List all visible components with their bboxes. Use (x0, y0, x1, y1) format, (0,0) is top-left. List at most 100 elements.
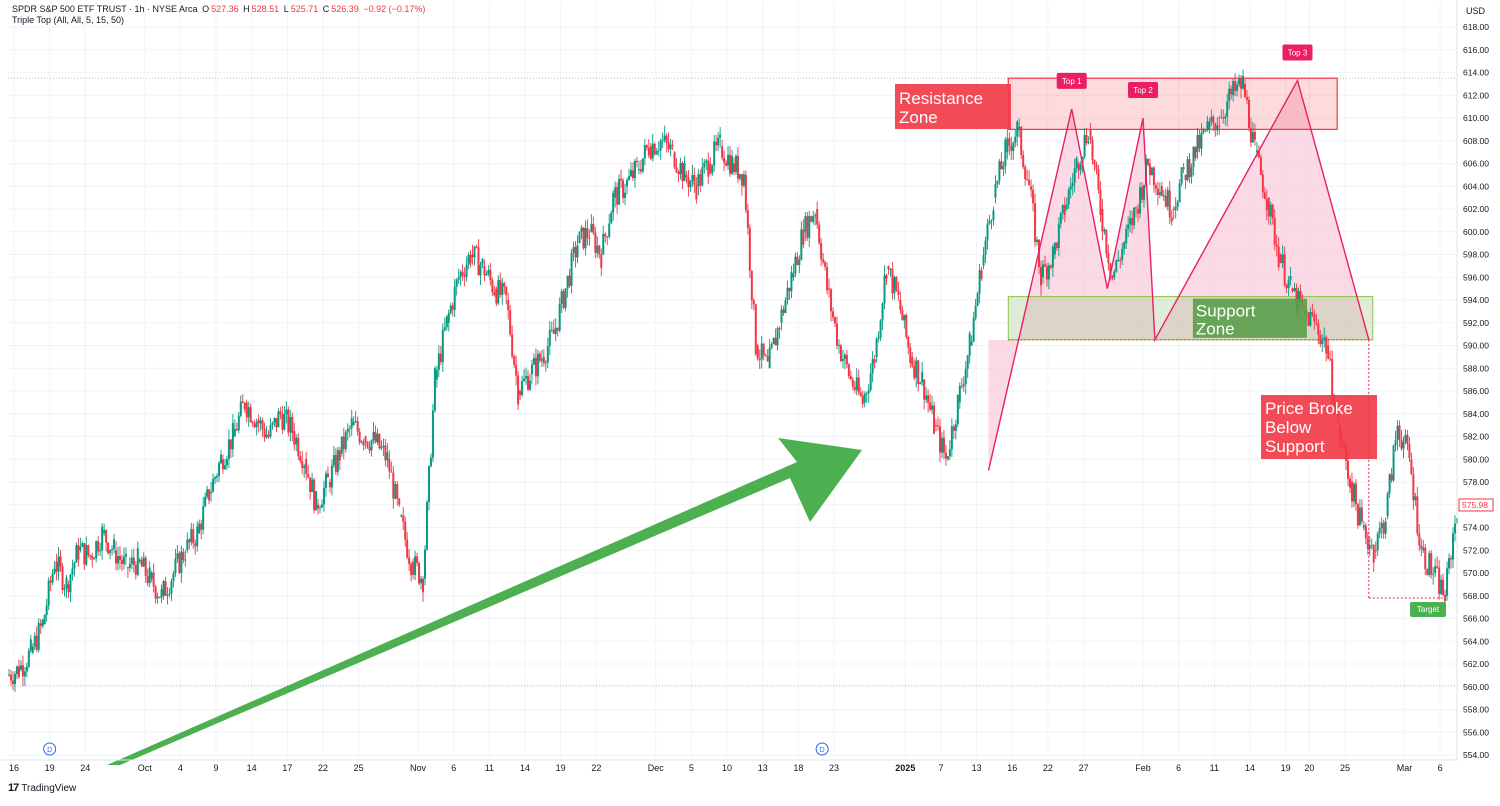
candle-body (887, 265, 890, 270)
candle-body (45, 605, 48, 616)
candle-body (802, 229, 805, 245)
candle-body (170, 581, 173, 594)
candle-body (321, 504, 324, 508)
candle-body (984, 240, 987, 256)
candle-body (843, 354, 846, 360)
candle-body (956, 394, 959, 425)
candle-body (1299, 290, 1302, 302)
candle-body (554, 327, 557, 335)
candle-body (473, 246, 476, 258)
candle-body (1053, 242, 1056, 255)
candle-body (378, 433, 381, 449)
candle-body (338, 450, 341, 461)
x-tick-label: 5 (689, 763, 694, 773)
candle-body (1327, 345, 1330, 359)
y-axis[interactable]: 554.00 556.00 558.00 560.00 562.00 564.00 566.… (1456, 0, 1494, 760)
candle-body (89, 555, 92, 557)
tradingview-brand[interactable]: 17 TradingView (8, 782, 76, 794)
candle-body (839, 345, 842, 362)
candle-body (679, 162, 682, 175)
x-tick-label: 10 (722, 763, 732, 773)
candle-body (218, 463, 221, 476)
candle-body (499, 279, 502, 295)
pattern-fill (1107, 118, 1155, 340)
x-tick-label: 2025 (895, 763, 915, 773)
candle-body (584, 228, 587, 249)
candle-body (91, 555, 94, 560)
candle-body (721, 146, 724, 158)
candle-body (1362, 525, 1365, 528)
candle-body (564, 288, 567, 308)
candle-body (826, 267, 829, 291)
candle-body (1240, 78, 1243, 89)
candle-body (616, 187, 619, 205)
candle-body (996, 180, 999, 185)
candle-body (1168, 190, 1171, 218)
candle-body (1291, 288, 1294, 292)
candle-body (1224, 116, 1227, 119)
candle-body (1202, 130, 1205, 133)
candle-body (93, 558, 96, 560)
candle-body (530, 364, 533, 374)
candle-body (1206, 121, 1209, 131)
candle-body (57, 556, 60, 572)
candle-body (810, 216, 813, 222)
candle-body (891, 268, 894, 294)
candle-body (1416, 496, 1419, 534)
candle-body (1040, 267, 1043, 286)
candle-body (744, 174, 747, 211)
candle-body (1041, 264, 1044, 278)
candle-body (33, 635, 36, 647)
candle-body (352, 421, 355, 426)
y-tick-label: 556.00 (1463, 727, 1489, 737)
candle-body (808, 216, 811, 238)
candle-body (21, 665, 24, 677)
candle-body (400, 515, 403, 517)
candle-body (966, 355, 969, 369)
candle-body (324, 473, 327, 488)
candle-body (73, 562, 76, 569)
candle-body (693, 174, 696, 185)
candle-body (536, 353, 539, 377)
candle-body (867, 390, 870, 394)
candle-body (156, 596, 159, 599)
candle-body (443, 327, 446, 330)
candle-body (830, 289, 833, 312)
candle-body (1410, 459, 1413, 475)
candle-body (574, 247, 577, 258)
candle-body (736, 155, 739, 179)
candle-body (221, 459, 224, 470)
candle-body (1095, 164, 1098, 170)
indicator-legend[interactable]: Triple Top (All, All, 5, 15, 50) (12, 15, 126, 25)
candle-body (1446, 568, 1449, 596)
candle-body (507, 300, 510, 311)
candle-body (1180, 167, 1183, 184)
candle-body (568, 275, 571, 286)
y-tick-label: 558.00 (1463, 705, 1489, 715)
brand-name: TradingView (21, 782, 77, 794)
candle-body (691, 174, 694, 181)
candle-body (1255, 150, 1258, 153)
target-label: Target (1417, 605, 1440, 614)
candle-body (1071, 182, 1074, 187)
candle-body (1412, 474, 1415, 501)
y-tick-label: 600.00 (1463, 227, 1489, 237)
currency-label[interactable]: USD (1466, 6, 1486, 16)
candle-body (342, 436, 345, 450)
candle-body (81, 543, 84, 547)
candle-body (845, 354, 848, 365)
candle-body (768, 347, 771, 369)
candle-body (521, 381, 524, 395)
candle-body (1451, 533, 1454, 560)
candle-body (713, 141, 716, 166)
x-axis[interactable]: 16 19 24 Oct 4 9 14 17 22 25 Nov 6 11 14 19 22 Dec 5 10 13 1… (0, 742, 1457, 773)
candle-body (1400, 439, 1403, 449)
candle-body (572, 247, 575, 253)
legend-ohlc[interactable]: SPDR S&P 500 ETF TRUST · 1h · NYSE Arca … (12, 4, 427, 14)
candle-body (711, 165, 714, 174)
candle-body (764, 355, 767, 357)
candle-body (774, 337, 777, 346)
candle-body (1245, 97, 1248, 100)
y-tick-label: 588.00 (1463, 363, 1489, 373)
